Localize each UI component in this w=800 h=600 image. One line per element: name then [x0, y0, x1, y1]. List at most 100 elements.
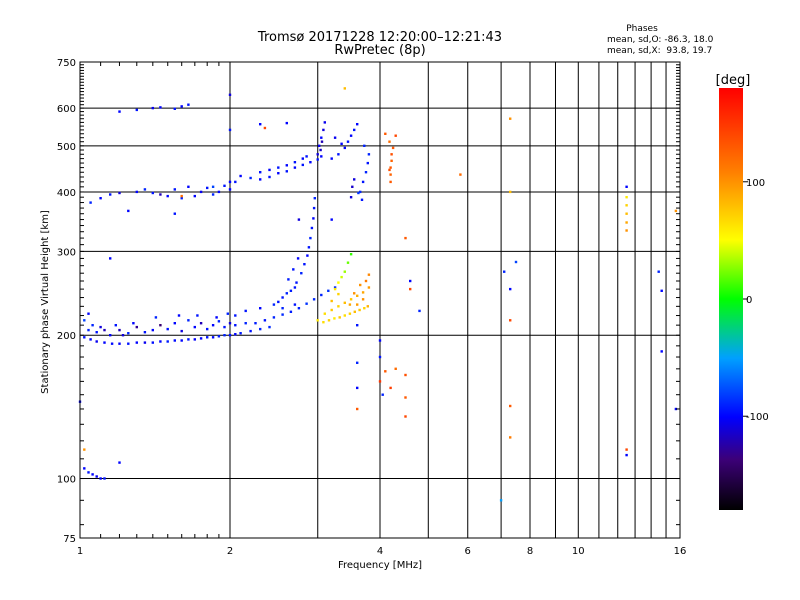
data-point	[333, 136, 337, 139]
data-point	[135, 341, 138, 344]
data-point	[87, 328, 90, 332]
data-point	[320, 140, 324, 143]
x-tick-label: 16	[674, 546, 687, 557]
data-point	[320, 293, 323, 297]
data-point	[389, 166, 392, 169]
data-point	[418, 309, 421, 313]
colorbar-ticks: 100 0 -100	[743, 178, 769, 423]
data-point	[364, 171, 368, 174]
data-point	[263, 319, 267, 322]
y-axis-label: Stationary phase Virtual Height [km]	[40, 210, 51, 394]
data-point	[509, 404, 512, 408]
data-point	[118, 328, 121, 332]
data-point	[83, 336, 86, 339]
data-point	[367, 273, 371, 276]
data-point	[303, 263, 306, 266]
data-point	[187, 319, 190, 322]
data-point	[514, 260, 518, 264]
data-point	[293, 161, 297, 164]
data-point	[99, 325, 102, 329]
colorbar-label: [deg]	[716, 73, 751, 88]
data-point	[121, 334, 125, 337]
data-point	[309, 236, 312, 240]
x-tick-label: 4	[377, 546, 383, 557]
data-point	[180, 197, 183, 200]
data-point	[356, 324, 359, 327]
data-point	[277, 166, 280, 169]
data-point	[378, 355, 382, 359]
data-point	[206, 327, 209, 331]
data-point	[151, 341, 154, 344]
data-point	[503, 270, 506, 273]
data-point	[166, 340, 169, 343]
data-point	[388, 168, 391, 172]
data-point	[285, 292, 288, 295]
data-point	[349, 196, 353, 199]
data-point	[127, 209, 130, 213]
data-point	[327, 319, 331, 322]
data-point	[118, 110, 121, 113]
colorbar-tick-label: 100	[746, 178, 765, 189]
data-point	[296, 257, 300, 260]
data-point	[384, 370, 387, 373]
data-point	[346, 261, 350, 264]
x-tick-label: 10	[572, 546, 585, 557]
x-tick-label: 6	[465, 546, 471, 557]
data-point	[211, 193, 215, 196]
data-point	[323, 312, 326, 315]
data-point	[367, 153, 371, 156]
data-point	[409, 279, 412, 283]
data-point	[268, 168, 271, 172]
data-point	[293, 303, 297, 306]
data-point	[312, 298, 316, 301]
data-point	[223, 184, 226, 187]
y-tick-label: 300	[57, 247, 76, 258]
data-point	[87, 312, 90, 315]
data-point	[349, 298, 353, 301]
data-point	[89, 338, 92, 341]
data-point	[143, 341, 147, 344]
data-point	[228, 188, 232, 191]
data-point	[349, 253, 353, 256]
data-point	[625, 229, 628, 232]
data-point	[281, 313, 284, 316]
data-point	[268, 175, 271, 179]
data-point	[509, 287, 512, 291]
data-point	[312, 206, 316, 210]
data-point	[353, 310, 356, 313]
data-point	[333, 287, 337, 291]
data-point	[281, 307, 284, 310]
data-point	[316, 158, 319, 161]
data-point	[346, 140, 350, 143]
data-point	[103, 328, 106, 332]
data-point	[348, 312, 352, 315]
data-point	[234, 314, 237, 317]
y-tick-label: 400	[57, 188, 76, 199]
data-point	[166, 194, 169, 198]
data-point	[135, 325, 138, 329]
data-point	[404, 396, 407, 399]
data-point	[343, 314, 346, 317]
data-point	[180, 339, 183, 342]
data-point	[340, 142, 343, 145]
data-point	[193, 338, 196, 341]
data-point	[228, 180, 232, 184]
data-point	[193, 325, 196, 329]
data-point	[337, 292, 340, 296]
data-point	[384, 132, 387, 135]
data-point	[151, 191, 154, 195]
data-point	[343, 270, 346, 273]
data-point	[343, 146, 346, 150]
data-point	[263, 126, 267, 130]
data-point	[211, 336, 215, 339]
data-point	[89, 201, 92, 204]
data-point	[357, 191, 360, 195]
data-point	[193, 194, 196, 198]
data-point	[388, 140, 391, 143]
data-point	[625, 221, 628, 224]
data-point	[297, 307, 301, 310]
data-point	[359, 190, 362, 194]
data-point	[91, 324, 94, 327]
data-point	[320, 155, 323, 158]
